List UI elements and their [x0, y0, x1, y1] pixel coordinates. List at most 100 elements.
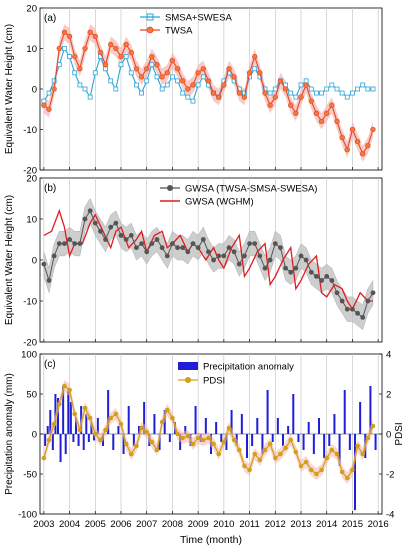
x-tick-label: 2016: [368, 519, 389, 530]
pdsi-point: [144, 429, 150, 435]
gwsa-point: [139, 241, 144, 247]
gwsa-point: [231, 249, 237, 255]
smsa-swesa-point: [339, 90, 345, 96]
gwsa-point: [236, 261, 242, 267]
gwsa-point: [56, 241, 62, 247]
precip-bar: [46, 426, 49, 434]
x-tick-label: 2009: [188, 519, 209, 530]
panel-c-y-tick-label: -50: [23, 470, 37, 481]
panel-a-y-tick-label: -10: [23, 125, 37, 136]
precip-bar: [117, 426, 120, 434]
pdsi-point: [56, 401, 62, 407]
panel-c-y-tick-label: 100: [21, 350, 37, 361]
panel-c-y-axis-label: Precipitation anomaly (mm): [4, 373, 15, 495]
smsa-swesa-point: [272, 86, 278, 92]
smsa-swesa-point: [190, 98, 196, 104]
smsa-swesa-point: [298, 82, 304, 88]
pdsi-point: [175, 431, 180, 437]
gwsa-point: [257, 253, 263, 259]
pdsi-point: [211, 441, 216, 447]
gwsa-point: [344, 306, 350, 312]
smsa-swesa-point: [365, 86, 371, 92]
pdsi-point: [190, 441, 196, 447]
precip-bar: [204, 418, 207, 434]
pdsi-point: [247, 467, 252, 473]
gwsa-point: [283, 265, 288, 271]
precip-bar: [122, 434, 125, 454]
precip-bar: [132, 434, 135, 446]
twsa-point: [149, 53, 155, 60]
precip-bar: [93, 434, 95, 441]
precip-bar: [302, 434, 305, 450]
precip-bar: [220, 434, 223, 442]
pdsi-point: [123, 441, 129, 447]
pdsi-point: [98, 437, 103, 443]
smsa-swesa-point: [92, 70, 98, 76]
gwsa-point: [247, 241, 252, 247]
smsa-swesa-point: [154, 74, 160, 80]
gwsa-point: [180, 245, 186, 251]
twsa-point: [293, 110, 299, 116]
gwsa-point: [211, 257, 216, 263]
twsa-point: [205, 78, 212, 84]
gwsa-point: [159, 245, 165, 251]
gwsa-point: [370, 290, 376, 296]
precip-bar: [112, 434, 115, 450]
pdsi-point: [134, 443, 139, 449]
gwsa-point: [365, 298, 371, 304]
precip-bar: [318, 418, 320, 434]
smsa-swesa-point: [123, 54, 129, 59]
pdsi-band: [43, 380, 374, 484]
pdsi-point: [149, 439, 155, 445]
gwsa-point: [128, 233, 134, 238]
gwsa-point: [185, 249, 191, 255]
pdsi-point: [350, 467, 355, 473]
precip-bar: [246, 434, 248, 458]
gwsa-point: [288, 269, 294, 275]
precip-bar: [271, 434, 274, 442]
gwsa-point: [46, 278, 52, 283]
pdsi-point: [344, 475, 350, 481]
gwsa-point: [154, 237, 160, 242]
pdsi-point: [303, 459, 309, 465]
precip-bar: [323, 434, 326, 458]
precip-bar: [282, 434, 284, 446]
legend-label-precip: Precipitation anomaly: [203, 362, 294, 373]
x-tick-label: 2013: [290, 519, 311, 530]
precip-bar: [276, 418, 279, 434]
smsa-swesa-point: [334, 86, 340, 92]
pdsi-point: [257, 457, 263, 463]
legend-swatch-precip: [178, 362, 198, 370]
panel-a-label: (a): [44, 13, 56, 24]
precip-bar: [359, 402, 362, 434]
panel-b-y-tick-label: -20: [23, 338, 37, 349]
pdsi-point: [360, 451, 366, 457]
gwsa-point: [298, 253, 304, 259]
legend-label-smsa: SMSA+SWESA: [165, 13, 232, 24]
pdsi-point: [293, 449, 299, 455]
twsa-point: [324, 110, 330, 116]
x-tick-label: 2006: [110, 519, 131, 530]
twsa-point: [108, 41, 114, 48]
panel-a-y-tick-label: 0: [32, 85, 37, 96]
pdsi-point: [272, 455, 278, 461]
panel-c-y-ticks: -100 -50 0 50 100: [18, 350, 43, 521]
twsa-point: [288, 102, 294, 108]
gwsa-point: [262, 265, 268, 271]
smsa-swesa-point: [252, 66, 258, 72]
x-tick-label: 2004: [59, 519, 80, 530]
smsa-swesa-point: [62, 46, 67, 51]
twsa-point: [226, 66, 232, 72]
pdsi-point: [72, 411, 78, 417]
twsa-point: [174, 66, 181, 72]
x-tick-label: 2010: [213, 519, 234, 530]
precip-bar: [59, 434, 62, 462]
smsa-swesa-point: [170, 74, 175, 80]
gwsa-point: [175, 245, 180, 251]
panel-c-right-y-ticks: -4 -2 0 2 4: [379, 350, 394, 521]
precip-bar: [312, 434, 315, 454]
gwsa-point: [195, 245, 201, 251]
panel-b: -20 -10 0 10 20 (b) Equivalent Water Height …: [4, 174, 383, 349]
panel-a-legend: SMSA+SWESA TWSA: [140, 13, 232, 37]
